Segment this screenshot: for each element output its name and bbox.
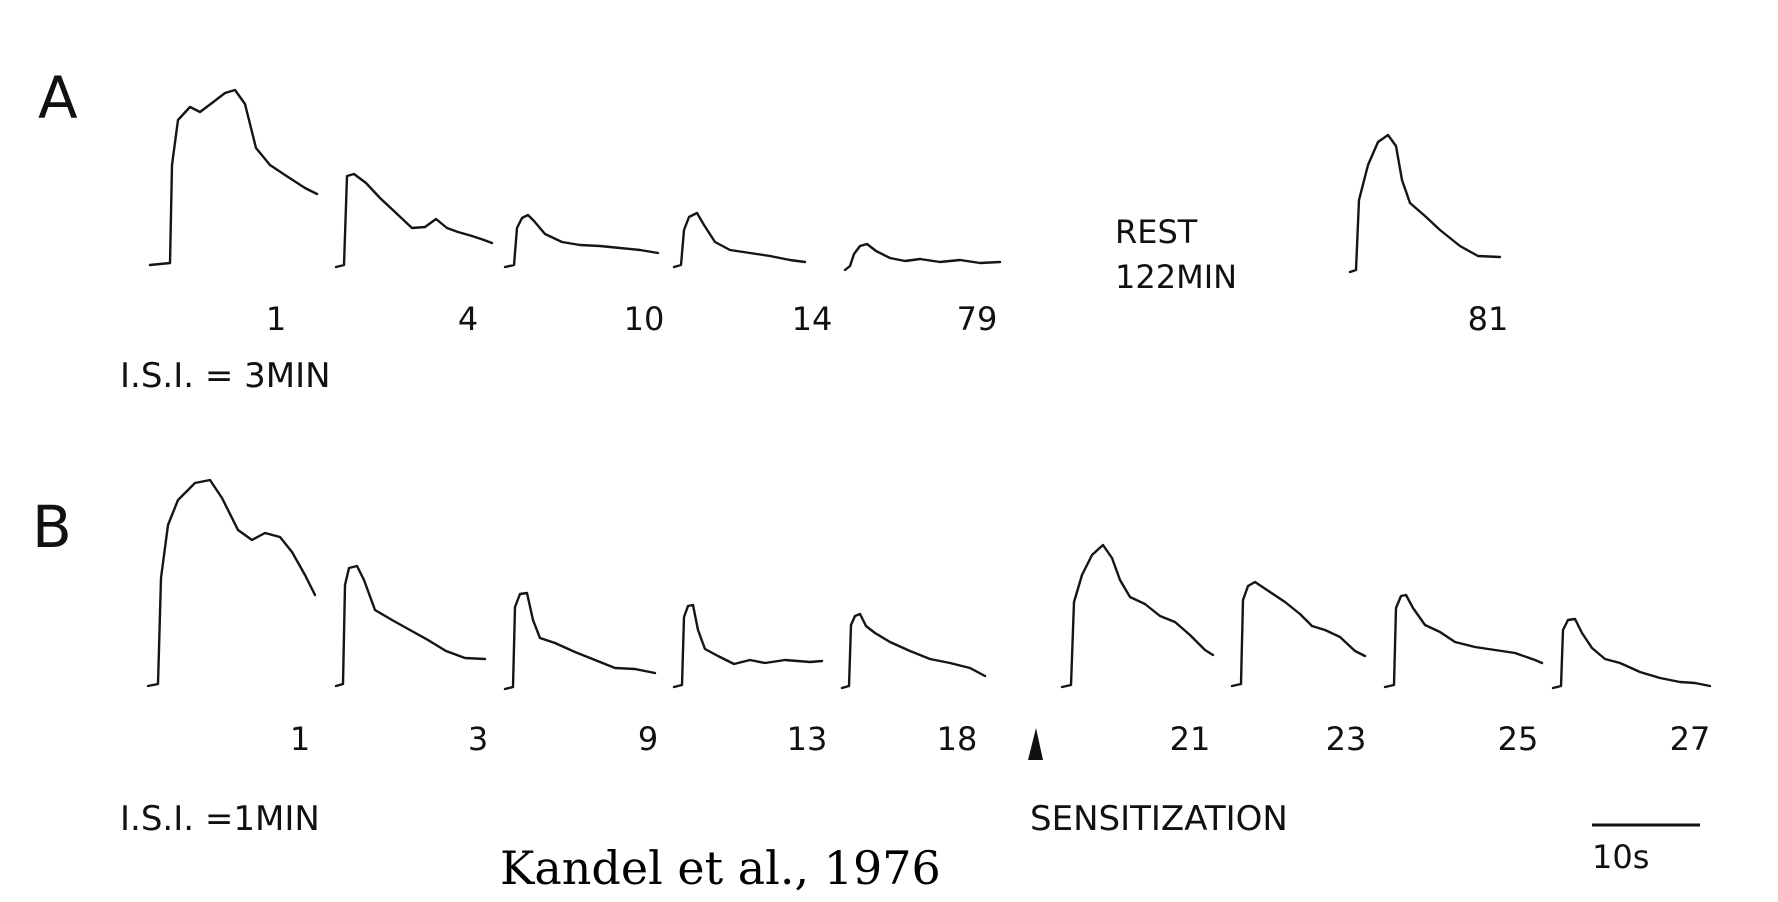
trial-label-b-18: 18 <box>937 720 978 758</box>
trace-b-9 <box>503 591 657 691</box>
trace-b-18 <box>840 612 987 690</box>
trace-b-21 <box>1060 543 1215 689</box>
panel-b-label: B <box>32 493 72 561</box>
trial-label-b-25: 25 <box>1498 720 1539 758</box>
trial-label-a-79: 79 <box>957 300 998 338</box>
trial-label-b-27: 27 <box>1670 720 1711 758</box>
rest-duration-label: 122MIN <box>1115 258 1237 296</box>
trial-label-b-3: 3 <box>468 720 488 758</box>
trace-b-13 <box>672 603 824 689</box>
sensitization-label: SENSITIZATION <box>1030 799 1288 839</box>
trace-a-1 <box>148 88 319 267</box>
trace-a-10 <box>503 213 660 269</box>
panel-a-label: A <box>38 64 78 132</box>
trial-label-b-1: 1 <box>290 720 310 758</box>
trace-a-79 <box>843 242 1002 272</box>
trial-label-a-4: 4 <box>458 300 478 338</box>
trial-label-b-23: 23 <box>1326 720 1367 758</box>
trial-label-a-10: 10 <box>624 300 665 338</box>
trial-label-a-14: 14 <box>792 300 833 338</box>
sensitization-arrow-icon <box>1028 728 1043 760</box>
trace-b-23 <box>1230 580 1367 688</box>
trace-a-14 <box>672 211 807 269</box>
trial-label-a-81: 81 <box>1468 300 1509 338</box>
trace-a-4 <box>334 172 494 269</box>
trace-b-3 <box>334 564 487 688</box>
isi-label-b: I.S.I. =1MIN <box>120 799 320 839</box>
trace-b-1 <box>146 478 317 688</box>
trial-label-b-9: 9 <box>638 720 658 758</box>
trial-label-a-1: 1 <box>266 300 286 338</box>
trace-b-25 <box>1383 593 1544 689</box>
rest-label: REST <box>1115 213 1198 251</box>
isi-label-a: I.S.I. = 3MIN <box>120 356 331 396</box>
trace-a-81 <box>1348 133 1502 274</box>
scale-bar-label: 10s <box>1592 838 1649 876</box>
trial-label-b-13: 13 <box>787 720 828 758</box>
citation: Kandel et al., 1976 <box>500 841 941 895</box>
trial-label-b-21: 21 <box>1170 720 1211 758</box>
trace-b-27 <box>1551 617 1712 690</box>
